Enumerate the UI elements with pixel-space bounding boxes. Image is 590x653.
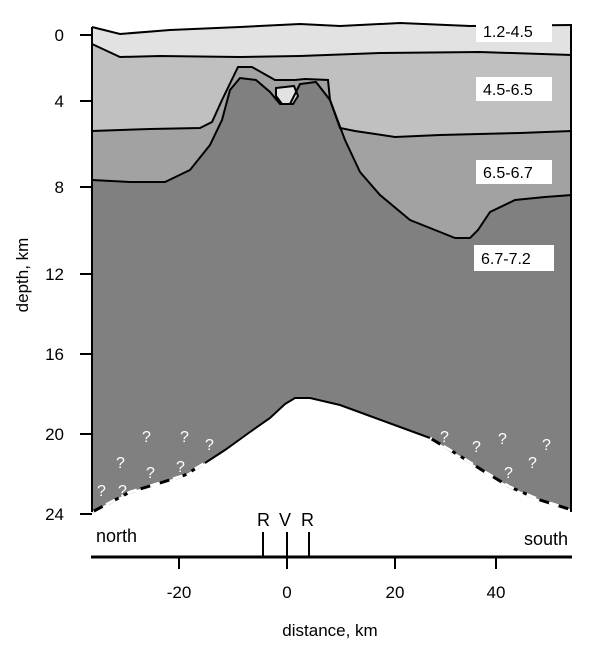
marker-v: V bbox=[279, 510, 291, 530]
question-mark: ? bbox=[498, 431, 507, 448]
y-tick-label: 12 bbox=[45, 265, 64, 284]
layer-label-2: 4.5-6.5 bbox=[483, 82, 533, 99]
moho-dashed-north bbox=[91, 461, 206, 514]
ridge-marker-ticks bbox=[262, 532, 310, 556]
layer-label-group: 1.2-4.5 4.5-6.5 6.5-6.7 6.7-7.2 bbox=[474, 20, 554, 271]
layer-3-fill bbox=[92, 67, 572, 238]
question-mark: ? bbox=[180, 429, 189, 446]
layer-boundaries bbox=[91, 21, 573, 464]
question-mark: ? bbox=[176, 459, 185, 476]
boundary-2-3 bbox=[91, 66, 573, 139]
moho-uncertain bbox=[91, 436, 573, 514]
y-tick-label: 4 bbox=[55, 92, 64, 111]
marker-r-right: R bbox=[301, 510, 314, 530]
question-mark: ? bbox=[504, 465, 513, 482]
layer-label-4: 6.7-7.2 bbox=[481, 251, 531, 268]
question-mark: ? bbox=[116, 455, 125, 472]
marker-r-left: R bbox=[257, 510, 270, 530]
x-tick-label: -20 bbox=[167, 583, 192, 602]
y-tick-label: 8 bbox=[55, 178, 64, 197]
volcanic-pocket-outline bbox=[275, 84, 300, 105]
y-tick-label: 16 bbox=[45, 345, 64, 364]
seafloor-line bbox=[91, 21, 573, 36]
boundary-1-2 bbox=[91, 43, 573, 59]
x-axis-title: distance, km bbox=[282, 621, 377, 640]
question-mark: ? bbox=[146, 465, 155, 482]
question-mark: ? bbox=[542, 437, 551, 454]
y-axis bbox=[80, 34, 92, 515]
question-mark: ? bbox=[472, 439, 481, 456]
question-mark: ? bbox=[440, 429, 449, 446]
question-mark: ? bbox=[142, 429, 151, 446]
question-mark: ? bbox=[528, 455, 537, 472]
question-mark: ? bbox=[205, 437, 214, 454]
question-mark: ? bbox=[97, 483, 106, 500]
y-tick-label: 20 bbox=[45, 425, 64, 444]
x-tick-labels: -20 0 20 40 bbox=[167, 583, 506, 602]
layer-label-3: 6.5-6.7 bbox=[483, 165, 533, 182]
layer-1-fill bbox=[92, 23, 572, 57]
north-label: north bbox=[96, 526, 137, 546]
y-tick-labels: 0 4 8 12 16 20 24 bbox=[45, 26, 64, 524]
question-mark: ? bbox=[118, 483, 127, 500]
layer-4-fill bbox=[92, 78, 572, 512]
moho-solid bbox=[204, 397, 431, 464]
x-tick-label: 20 bbox=[386, 583, 405, 602]
x-axis bbox=[91, 555, 572, 569]
layer-label-1: 1.2-4.5 bbox=[483, 24, 533, 41]
uncertainty-question-marks: ? ? ? ? ? ? ? ? ? ? ? ? ? ? bbox=[97, 429, 551, 500]
x-tick-label: 40 bbox=[487, 583, 506, 602]
y-axis-title: depth, km bbox=[13, 238, 32, 313]
layer-2-fill bbox=[92, 44, 572, 137]
y-tick-label: 24 bbox=[45, 505, 64, 524]
x-tick-label: 0 bbox=[282, 583, 291, 602]
boundary-3-4 bbox=[91, 76, 573, 239]
south-label: south bbox=[524, 529, 568, 549]
moho-dashed-south bbox=[429, 436, 573, 512]
y-tick-label: 0 bbox=[55, 26, 64, 45]
